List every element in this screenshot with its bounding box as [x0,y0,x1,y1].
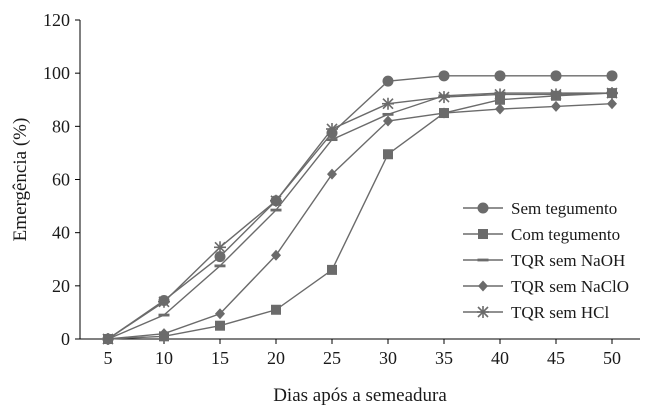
legend: Sem tegumento Com tegumento TQR sem NaOH TQ… [463,199,629,322]
data-point-tqr-sem-hcl [270,194,282,207]
data-point-tqr-sem-hcl [606,87,618,100]
ticks: 0 20 40 60 80 100 120 5 10 15 20 25 30 35 40 45 50 [43,10,621,368]
data-point-tqr-sem-naoh [158,313,170,317]
series-line-sem-tegumento [107,75,612,340]
legend-marker-asterisk [477,306,489,318]
series-line-com-tegumento [107,92,613,340]
series-tqr-sem-hcl [102,87,618,345]
y-tick-label: 60 [52,170,70,190]
x-tick-label: 40 [491,348,509,368]
data-point-tqr-sem-naclo [159,328,169,340]
y-tick-label: 40 [52,223,70,243]
legend-item-tqr-sem-hcl: TQR sem HCl [463,303,610,322]
legend-label: TQR sem NaClO [511,277,629,296]
y-tick-label: 80 [52,116,70,136]
data-point-tqr-sem-hcl [494,88,506,101]
legend-label: Sem tegumento [511,199,617,218]
data-point-tqr-sem-naclo [607,98,617,110]
y-tick-label: 100 [43,63,70,83]
data-point-tqr-sem-hcl [214,241,226,254]
series-group [102,70,618,345]
x-tick-label: 45 [547,348,565,368]
data-point-tqr-sem-naclo [215,308,225,320]
x-tick-label: 20 [267,348,285,368]
y-axis-title: Emergência (%) [10,118,31,242]
legend-label: TQR sem NaOH [511,251,625,270]
data-point-sem-tegumento [382,75,394,87]
legend-label: Com tegumento [511,225,620,244]
x-axis-title: Dias após a semeadura [273,385,447,406]
legend-item-com-tegumento: Com tegumento [463,225,620,244]
x-tick-label: 15 [211,348,229,368]
legend-item-tqr-sem-naclo: TQR sem NaClO [463,277,629,296]
legend-marker-square [478,229,488,239]
data-point-tqr-sem-naclo [327,168,337,180]
data-point-sem-tegumento [606,70,618,82]
data-point-tqr-sem-naoh [214,264,226,268]
legend-label: TQR sem HCl [511,303,610,322]
y-tick-label: 0 [61,329,70,349]
data-point-sem-tegumento [214,251,226,263]
legend-marker-circle [477,202,489,214]
data-point-tqr-sem-naclo [271,249,281,261]
data-point-sem-tegumento [494,70,506,82]
series-line-tqr-sem-naoh [107,92,612,340]
data-point-tqr-sem-naoh [270,208,282,212]
x-tick-label: 5 [104,348,113,368]
data-point-tqr-sem-naoh [326,138,338,142]
legend-item-tqr-sem-naoh: TQR sem NaOH [463,251,625,270]
data-point-com-tegumento [215,320,225,331]
x-tick-label: 25 [323,348,341,368]
data-point-tqr-sem-naclo [551,100,561,112]
data-point-tqr-sem-hcl [382,97,394,110]
data-point-com-tegumento [271,304,281,315]
data-point-tqr-sem-naclo [495,103,505,115]
data-point-tqr-sem-hcl [158,295,170,308]
data-point-sem-tegumento [438,70,450,82]
data-point-com-tegumento [327,264,337,275]
data-point-tqr-sem-hcl [438,91,450,104]
x-tick-label: 10 [155,348,173,368]
data-point-tqr-sem-hcl [102,333,114,345]
series-line-tqr-sem-naclo [107,103,613,340]
x-tick-label: 35 [435,348,453,368]
legend-item-sem-tegumento: Sem tegumento [463,199,617,218]
data-point-tqr-sem-naclo [439,107,449,119]
y-tick-label: 20 [52,276,70,296]
data-point-tqr-sem-hcl [550,88,562,101]
legend-marker-dash [477,258,489,262]
x-tick-label: 30 [379,348,397,368]
data-point-tqr-sem-naoh [382,112,394,116]
data-point-com-tegumento [383,149,393,160]
data-point-tqr-sem-hcl [326,122,338,135]
x-tick-label: 50 [603,348,621,368]
data-point-sem-tegumento [550,70,562,82]
y-tick-label: 120 [43,10,70,30]
legend-marker-diamond [478,280,488,292]
data-point-tqr-sem-naclo [383,115,393,127]
series-line-tqr-sem-hcl [107,92,613,340]
